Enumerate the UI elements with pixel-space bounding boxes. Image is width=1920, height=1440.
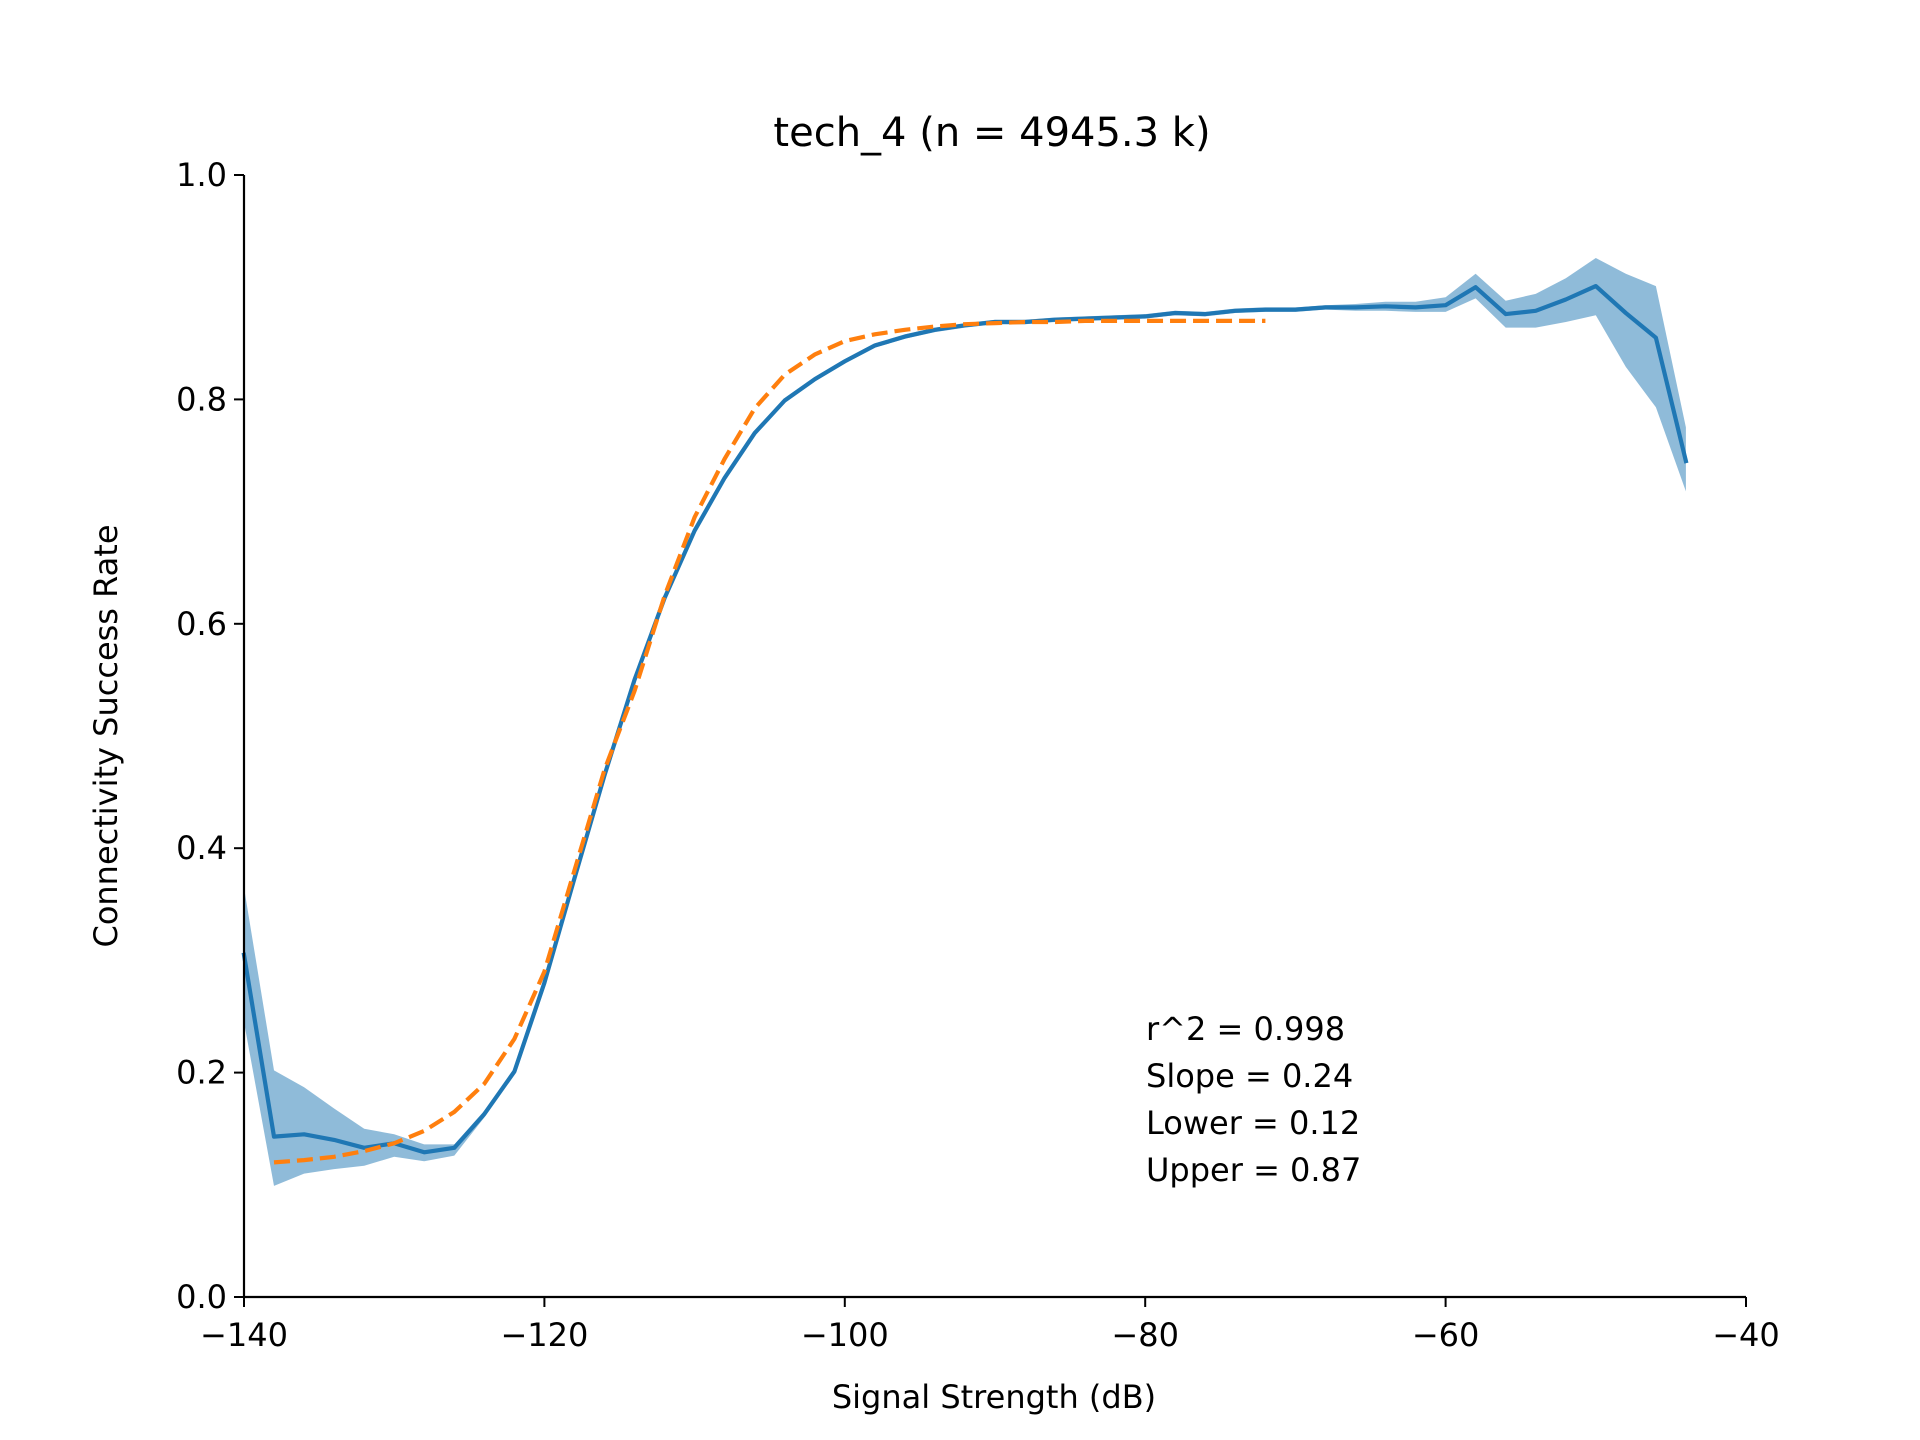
plot-area	[241, 258, 1689, 1186]
stat-upper: Upper = 0.87	[1146, 1151, 1361, 1189]
x-tick-label: −60	[1412, 1316, 1480, 1354]
fit-statistics: r^2 = 0.998 Slope = 0.24 Lower = 0.12 Up…	[1146, 1010, 1361, 1189]
y-tick-label: 0.0	[176, 1278, 227, 1316]
x-tick-label: −100	[801, 1316, 889, 1354]
y-tick-label: 0.6	[176, 605, 227, 643]
confidence-band	[244, 258, 1686, 1186]
y-tick-label: 0.4	[176, 829, 227, 867]
stat-r-squared: r^2 = 0.998	[1146, 1010, 1345, 1048]
x-tick-label: −80	[1111, 1316, 1179, 1354]
x-tick-label: −140	[200, 1316, 288, 1354]
x-axis-ticks: −140 −120 −100 −80 −60 −40	[200, 1297, 1780, 1354]
y-tick-label: 0.2	[176, 1054, 227, 1092]
stat-lower: Lower = 0.12	[1146, 1104, 1360, 1142]
chart-title: tech_4 (n = 4945.3 k)	[773, 110, 1210, 156]
x-tick-label: −120	[500, 1316, 588, 1354]
stat-slope: Slope = 0.24	[1146, 1057, 1353, 1095]
x-tick-label: −40	[1712, 1316, 1780, 1354]
x-axis-label: Signal Strength (dB)	[832, 1378, 1156, 1416]
y-tick-label: 0.8	[176, 380, 227, 418]
fitted-curve-line	[273, 318, 1266, 1165]
observed-success-line	[241, 284, 1689, 1155]
y-axis-ticks: 0.0 0.2 0.4 0.6 0.8 1.0	[176, 156, 244, 1316]
y-axis-label: Connectivity Success Rate	[87, 524, 125, 947]
y-tick-label: 1.0	[176, 156, 227, 194]
